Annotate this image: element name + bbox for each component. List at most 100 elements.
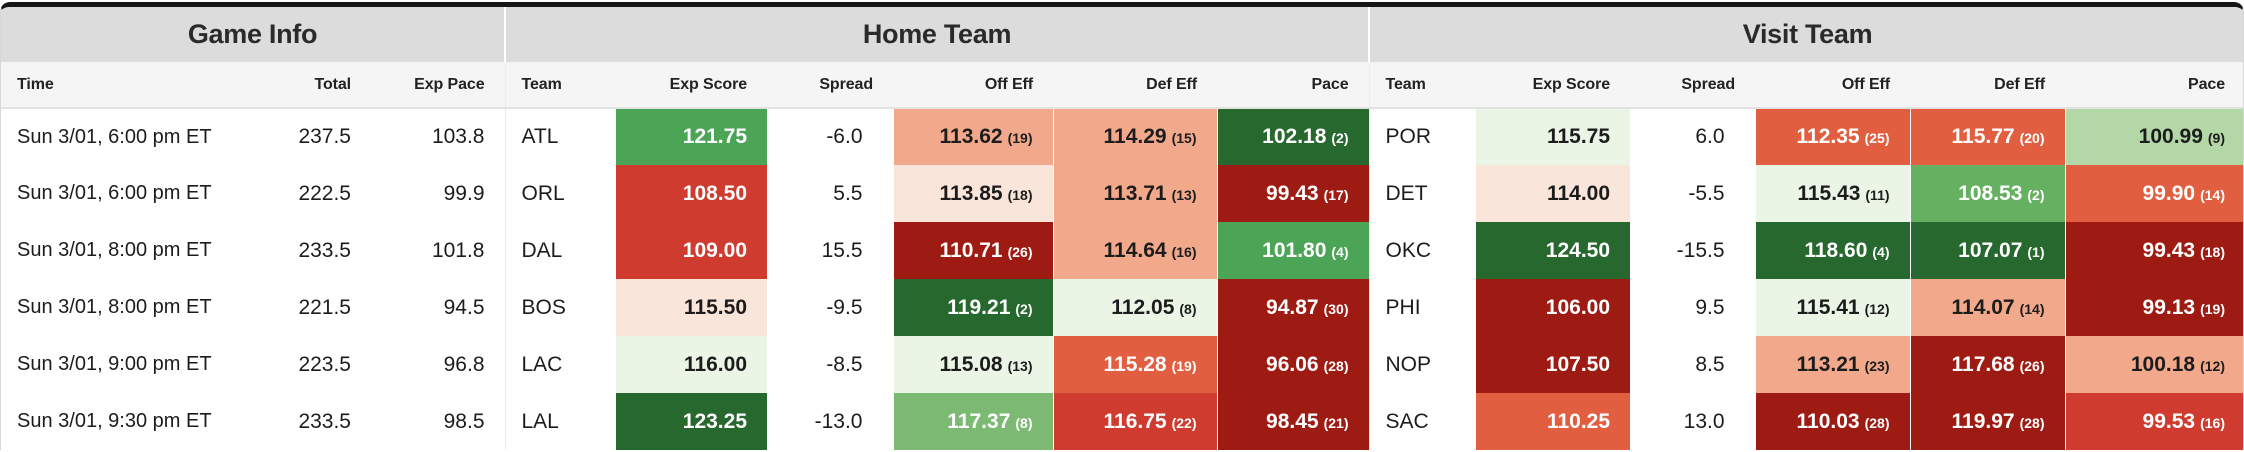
home-pace-cell: 101.80 (4) xyxy=(1216,222,1370,279)
stat-value: 99.43 xyxy=(2142,238,2196,262)
exp-pace-cell: 99.9 xyxy=(443,181,485,205)
home-off-eff-cell: 117.37 (8) xyxy=(892,393,1053,450)
stat-value: 113.85 xyxy=(939,181,1003,205)
home-team-cell: BOS xyxy=(504,279,615,336)
stat-value: 115.41 xyxy=(1796,295,1860,319)
visit-team-cell: SAC xyxy=(1368,393,1476,450)
stat-value: 113.21 xyxy=(1796,352,1860,376)
time-cell: Sun 3/01, 8:00 pm ET xyxy=(17,239,212,261)
stat-rank: (19) xyxy=(1171,357,1197,374)
stat-value: 94.87 xyxy=(1266,295,1319,319)
total-cell: 233.5 xyxy=(298,409,351,433)
visit-pace-cell: 99.43 (18) xyxy=(2064,222,2243,279)
stat-value: 99.53 xyxy=(2142,409,2196,433)
game-row: Sun 3/01, 6:00 pm ET 237.5 103.8 ATL 121.75 -… xyxy=(1,108,2243,165)
stat-rank: (9) xyxy=(2207,130,2226,146)
stat-rank: (2) xyxy=(1331,130,1349,146)
stat-rank: (28) xyxy=(1323,357,1349,374)
game-row: Sun 3/01, 8:00 pm ET 221.5 94.5 BOS 115.50 -9… xyxy=(1,279,2243,336)
visit-exp-score-cell: 115.75 xyxy=(1474,108,1631,165)
visit-def-eff-cell: 108.53 (2) xyxy=(1909,165,2066,222)
game-row: Sun 3/01, 6:00 pm ET 222.5 99.9 ORL 108.50 5.… xyxy=(1,165,2243,222)
visit-pace-cell: 100.99 (9) xyxy=(2064,108,2243,165)
stat-value: 115.08 xyxy=(939,352,1003,376)
home-pace-cell: 94.87 (30) xyxy=(1216,279,1370,336)
stat-value: 102.18 xyxy=(1262,125,1327,148)
stat-rank: (14) xyxy=(2200,186,2226,203)
visit-pace-cell: 99.90 (14) xyxy=(2064,165,2243,222)
visit-def-eff-cell: 119.97 (28) xyxy=(1909,393,2066,450)
total-cell: 222.5 xyxy=(298,181,351,205)
visit-exp-score-cell: 110.25 xyxy=(1474,393,1631,450)
home-pace-cell: 99.43 (17) xyxy=(1216,165,1370,222)
stat-value: 114.29 xyxy=(1103,125,1167,148)
stat-rank: (19) xyxy=(2200,300,2226,317)
stat-rank: (13) xyxy=(1007,357,1033,374)
home-spread-cell: -6.0 xyxy=(826,125,863,148)
home-off-eff-cell: 113.85 (18) xyxy=(892,165,1053,222)
stat-rank: (16) xyxy=(2200,414,2226,431)
visit-pace-cell: 99.53 (16) xyxy=(2064,393,2243,450)
home-def-eff-cell: 114.64 (16) xyxy=(1052,222,1217,279)
visit-pace-cell: 99.13 (19) xyxy=(2064,279,2243,336)
home-team-cell: DAL xyxy=(504,222,615,279)
home-def-eff-cell: 114.29 (15) xyxy=(1052,108,1217,165)
home-exp-score-cell: 115.50 xyxy=(614,279,767,336)
stat-rank: (4) xyxy=(1331,243,1349,260)
stat-value: 119.97 xyxy=(1951,409,2015,433)
stat-value: 112.35 xyxy=(1796,125,1860,148)
col-header-home-def-eff: Def Eff xyxy=(1053,62,1217,109)
time-cell: Sun 3/01, 9:30 pm ET xyxy=(17,410,212,432)
stat-rank: (8) xyxy=(1179,300,1197,317)
stat-rank: (21) xyxy=(1323,414,1349,431)
home-off-eff-cell: 113.62 (19) xyxy=(892,108,1053,165)
stat-value: 115.43 xyxy=(1797,181,1861,205)
visit-spread-cell: -15.5 xyxy=(1676,238,1725,262)
stat-value: 96.06 xyxy=(1266,352,1319,376)
column-header-row: Time Total Exp Pace Team Exp Score Sprea… xyxy=(1,62,2243,109)
visit-spread-cell: 8.5 xyxy=(1695,352,1725,376)
total-cell: 237.5 xyxy=(298,125,351,148)
stat-value: 113.71 xyxy=(1103,181,1167,205)
exp-pace-cell: 96.8 xyxy=(443,352,485,376)
visit-spread-cell: 13.0 xyxy=(1683,409,1725,433)
home-spread-cell: 5.5 xyxy=(833,181,863,205)
stat-value: 112.05 xyxy=(1111,295,1175,319)
home-pace-cell: 98.45 (21) xyxy=(1216,393,1370,450)
stat-rank: (25) xyxy=(1864,130,1890,146)
stat-rank: (28) xyxy=(1864,414,1890,431)
stat-value: 117.68 xyxy=(1951,352,2015,376)
stat-rank: (18) xyxy=(1007,186,1033,203)
stat-value: 99.43 xyxy=(1266,181,1319,205)
stat-rank: (26) xyxy=(2019,357,2045,374)
visit-off-eff-cell: 112.35 (25) xyxy=(1754,108,1911,165)
visit-off-eff-cell: 118.60 (4) xyxy=(1754,222,1911,279)
visit-spread-cell: 6.0 xyxy=(1695,125,1725,148)
stat-rank: (26) xyxy=(1007,243,1033,260)
home-off-eff-cell: 119.21 (2) xyxy=(892,279,1053,336)
game-row: Sun 3/01, 8:00 pm ET 233.5 101.8 DAL 109.00 1… xyxy=(1,222,2243,279)
stat-value: 107.07 xyxy=(1958,238,2023,262)
stat-value: 100.99 xyxy=(2138,125,2203,148)
home-team-cell: ATL xyxy=(504,108,615,165)
visit-spread-cell: 9.5 xyxy=(1695,295,1725,319)
stat-rank: (16) xyxy=(1171,243,1197,260)
stat-rank: (13) xyxy=(1171,186,1197,203)
col-header-visit-team: Team xyxy=(1368,62,1476,109)
visit-team-cell: PHI xyxy=(1368,279,1476,336)
stat-value: 113.62 xyxy=(939,125,1003,148)
stat-rank: (12) xyxy=(2200,357,2226,374)
home-team-cell: LAC xyxy=(504,336,615,393)
stat-rank: (4) xyxy=(1872,243,1890,260)
visit-def-eff-cell: 117.68 (26) xyxy=(1909,336,2066,393)
stat-rank: (12) xyxy=(1864,300,1890,317)
visit-team-cell: POR xyxy=(1368,108,1476,165)
stat-value: 115.77 xyxy=(1951,125,2015,148)
stat-value: 115.28 xyxy=(1103,352,1167,376)
home-exp-score-cell: 116.00 xyxy=(614,336,767,393)
home-exp-score-cell: 109.00 xyxy=(614,222,767,279)
time-cell: Sun 3/01, 6:00 pm ET xyxy=(17,125,212,148)
visit-def-eff-cell: 115.77 (20) xyxy=(1909,108,2066,165)
exp-pace-cell: 94.5 xyxy=(443,295,485,319)
home-team-cell: ORL xyxy=(504,165,615,222)
